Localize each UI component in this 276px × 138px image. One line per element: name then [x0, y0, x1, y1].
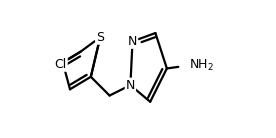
Text: S: S: [96, 31, 104, 44]
Text: N: N: [128, 35, 137, 48]
Text: N: N: [126, 79, 135, 92]
Text: Cl: Cl: [54, 58, 67, 71]
Text: NH$_2$: NH$_2$: [189, 58, 214, 73]
